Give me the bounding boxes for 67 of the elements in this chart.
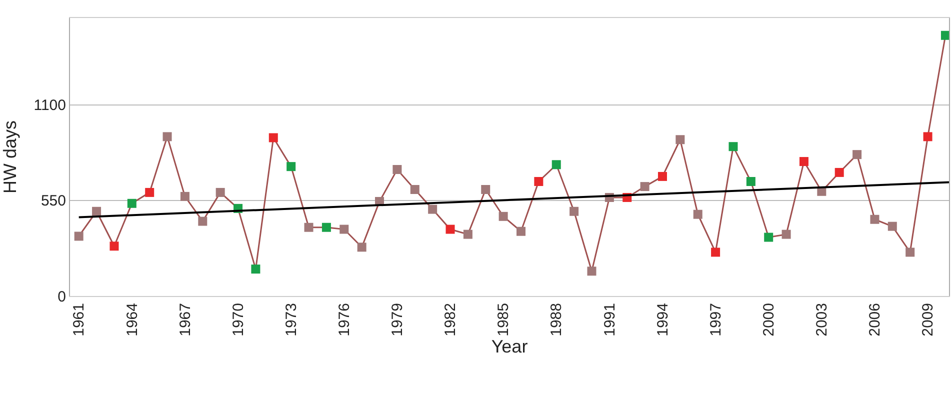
point bbox=[481, 184, 490, 194]
point bbox=[428, 204, 438, 214]
point bbox=[852, 150, 862, 160]
point bbox=[834, 168, 844, 177]
point bbox=[357, 242, 366, 252]
point bbox=[392, 165, 402, 174]
x-tick-label: 1982 bbox=[442, 303, 460, 336]
point bbox=[92, 206, 102, 216]
point bbox=[340, 224, 349, 234]
x-tick-label: 1970 bbox=[230, 303, 247, 336]
point bbox=[286, 162, 296, 172]
point bbox=[74, 232, 84, 241]
point bbox=[693, 210, 702, 219]
point bbox=[251, 264, 260, 274]
point bbox=[640, 182, 650, 192]
point bbox=[463, 230, 472, 239]
x-tick-label: 2006 bbox=[866, 303, 884, 336]
point bbox=[906, 248, 915, 257]
x-tick-label: 2003 bbox=[814, 303, 831, 336]
x-tick-label: 1979 bbox=[389, 303, 406, 336]
y-tick-label: 550 bbox=[40, 192, 66, 210]
point bbox=[410, 184, 420, 194]
point bbox=[782, 230, 791, 239]
point bbox=[799, 157, 808, 166]
x-tick-label: 1991 bbox=[601, 303, 618, 336]
point bbox=[570, 206, 579, 216]
point bbox=[764, 232, 774, 242]
point bbox=[127, 198, 136, 208]
y-axis-title: HW days bbox=[0, 120, 20, 194]
x-tick-label: 1967 bbox=[176, 303, 194, 336]
point bbox=[180, 192, 190, 201]
point bbox=[110, 242, 119, 251]
point bbox=[216, 188, 225, 197]
point bbox=[322, 222, 331, 232]
point bbox=[498, 212, 508, 221]
point bbox=[658, 172, 667, 181]
point bbox=[552, 160, 561, 170]
x-tick-label: 2000 bbox=[760, 303, 778, 336]
point bbox=[940, 30, 949, 40]
y-tick-label: 1100 bbox=[34, 97, 66, 114]
point bbox=[746, 177, 756, 186]
point bbox=[516, 226, 526, 236]
point bbox=[888, 222, 897, 231]
point bbox=[728, 142, 738, 152]
point bbox=[268, 133, 278, 142]
x-tick-label: 1976 bbox=[336, 303, 354, 336]
x-tick-label: 1988 bbox=[548, 303, 566, 336]
point bbox=[923, 132, 932, 142]
point bbox=[870, 214, 880, 224]
point bbox=[587, 266, 596, 276]
point bbox=[534, 177, 544, 186]
x-tick-label: 1961 bbox=[70, 303, 88, 336]
point bbox=[711, 248, 720, 257]
point bbox=[198, 216, 208, 226]
x-tick-label: 2009 bbox=[920, 303, 937, 336]
point bbox=[162, 132, 172, 142]
x-axis-title: Year bbox=[491, 336, 528, 356]
x-tick-label: 1985 bbox=[495, 303, 512, 336]
x-tick-label: 1973 bbox=[282, 303, 300, 336]
point bbox=[304, 222, 314, 232]
point bbox=[145, 188, 154, 197]
x-tick-label: 1994 bbox=[654, 303, 672, 336]
point bbox=[446, 224, 455, 234]
y-tick-label: 0 bbox=[58, 288, 66, 306]
point bbox=[676, 135, 685, 144]
x-tick-label: 1997 bbox=[707, 303, 724, 336]
x-tick-label: 1964 bbox=[124, 303, 141, 336]
